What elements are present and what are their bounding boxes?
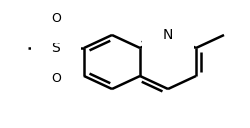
Text: N: N [163, 28, 173, 42]
Text: O: O [51, 72, 61, 84]
Text: O: O [51, 12, 61, 24]
Text: S: S [52, 41, 60, 55]
